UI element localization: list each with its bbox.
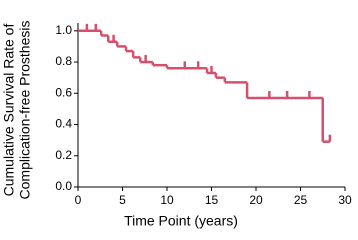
- x-tick-label: 25: [294, 193, 308, 207]
- y-tick-label: 0.2: [55, 148, 72, 162]
- x-tick-label: 20: [249, 193, 263, 207]
- x-tick-label: 15: [205, 193, 219, 207]
- x-axis-label: Time Point (years): [124, 213, 238, 229]
- x-tick-label: 0: [75, 193, 82, 207]
- y-tick-label: 0.6: [55, 85, 72, 99]
- x-tick-label: 30: [338, 193, 352, 207]
- y-axis-label: Cumulative Survival Rate of: [1, 24, 17, 197]
- y-tick-label: 0.4: [55, 117, 72, 131]
- y-tick-label: 0.0: [55, 179, 72, 193]
- y-tick-label: 0.8: [55, 54, 72, 68]
- x-tick-label: 10: [160, 193, 174, 207]
- y-axis-label: Complication-free Prosthesis: [17, 21, 33, 200]
- y-tick-label: 1.0: [55, 23, 72, 37]
- x-tick-label: 5: [119, 193, 126, 207]
